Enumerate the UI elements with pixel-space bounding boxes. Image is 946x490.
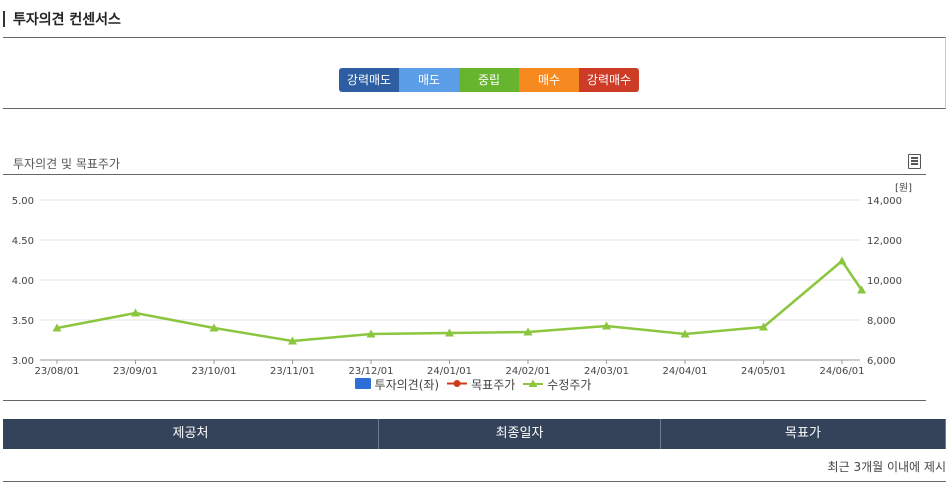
opinion-scale-panel: 강력매도 매도 중립 매수 강력매수 (3, 37, 946, 109)
series-point (837, 256, 847, 265)
y-right-tick-label: 10,000 (867, 276, 902, 287)
opinion-scale: 강력매도 매도 중립 매수 강력매수 (339, 68, 639, 92)
chart-header: 투자의견 및 목표주가 (3, 152, 926, 175)
table-header-cell: 제공처 (3, 419, 379, 449)
legend-swatch (354, 377, 371, 392)
x-tick-label: 24/04/01 (663, 366, 708, 376)
series-point (366, 329, 376, 338)
x-tick-label: 23/10/01 (192, 366, 237, 376)
table-header-cell: 목표가 (661, 419, 946, 449)
y-left-tick-label: 3.00 (12, 356, 34, 367)
opinion-scale-item: 매수 (519, 68, 579, 92)
legend-item[interactable]: 목표주가 (447, 376, 515, 393)
x-tick-label: 24/03/01 (584, 366, 629, 376)
legend-label: 투자의견(좌) (374, 378, 440, 392)
y-left-tick-label: 3.50 (12, 316, 34, 327)
x-tick-label: 23/09/01 (113, 366, 158, 376)
x-tick-label: 24/06/01 (820, 366, 865, 376)
document-icon[interactable] (908, 154, 921, 169)
series-point (602, 321, 611, 330)
series-point (445, 328, 454, 337)
chart-title: 투자의견 및 목표주가 (13, 157, 120, 171)
x-tick-label: 24/01/01 (427, 366, 472, 376)
opinion-scale-item: 중립 (459, 68, 519, 92)
x-tick-label: 24/02/01 (506, 366, 551, 376)
y-right-tick-label: 8,000 (867, 316, 896, 327)
series-point (857, 285, 867, 294)
opinion-scale-item: 매도 (399, 68, 459, 92)
opinion-scale-item: 강력매도 (339, 68, 399, 92)
legend-swatch (447, 378, 468, 392)
legend-item[interactable]: 투자의견(좌) (354, 376, 440, 393)
series-point (131, 308, 140, 317)
legend-swatch (523, 378, 544, 392)
y-right-tick-label: 14,000 (867, 196, 902, 207)
page-title: 투자의견 컨센서스 (13, 12, 121, 28)
table-header-cell: 최종일자 (379, 419, 661, 449)
page-header: 투자의견 컨센서스 (3, 8, 121, 30)
series-point (523, 327, 533, 336)
table-header: 제공처 최종일자 목표가 (3, 419, 946, 449)
chart-legend: 투자의견(좌) 목표주가 수정주가 (0, 376, 946, 393)
series-point (288, 336, 297, 345)
series-point (680, 329, 690, 338)
series-point (209, 323, 219, 332)
y-left-tick-label: 4.50 (12, 236, 34, 247)
title-marker (3, 11, 5, 27)
series-point (52, 323, 62, 332)
legend-label: 수정주가 (547, 378, 592, 392)
series-point (759, 322, 768, 331)
y-right-tick-label: 12,000 (867, 236, 902, 247)
chart-bottom-divider (3, 400, 926, 401)
legend-label: 목표주가 (471, 378, 516, 392)
opinion-price-chart: 3.00 3.50 4.00 4.50 5.00 6,000 8,000 10,000 12,0… (12, 182, 912, 376)
table-bottom-divider (3, 481, 946, 482)
y-right-tick-label: 6,000 (867, 356, 896, 367)
x-tick-label: 23/08/01 (35, 366, 80, 376)
series-line (56, 259, 863, 343)
x-tick-label: 24/05/01 (741, 366, 786, 376)
x-tick-label: 23/11/01 (270, 366, 315, 376)
y-left-tick-label: 5.00 (12, 196, 34, 207)
table-notice: 최근 3개월 이내에 제시 (827, 460, 946, 474)
y-right-unit-label: [원] (895, 182, 912, 194)
legend-item[interactable]: 수정주가 (523, 376, 591, 393)
opinion-scale-item: 강력매수 (579, 68, 639, 92)
x-tick-label: 23/12/01 (349, 366, 394, 376)
y-left-tick-label: 4.00 (12, 276, 34, 287)
